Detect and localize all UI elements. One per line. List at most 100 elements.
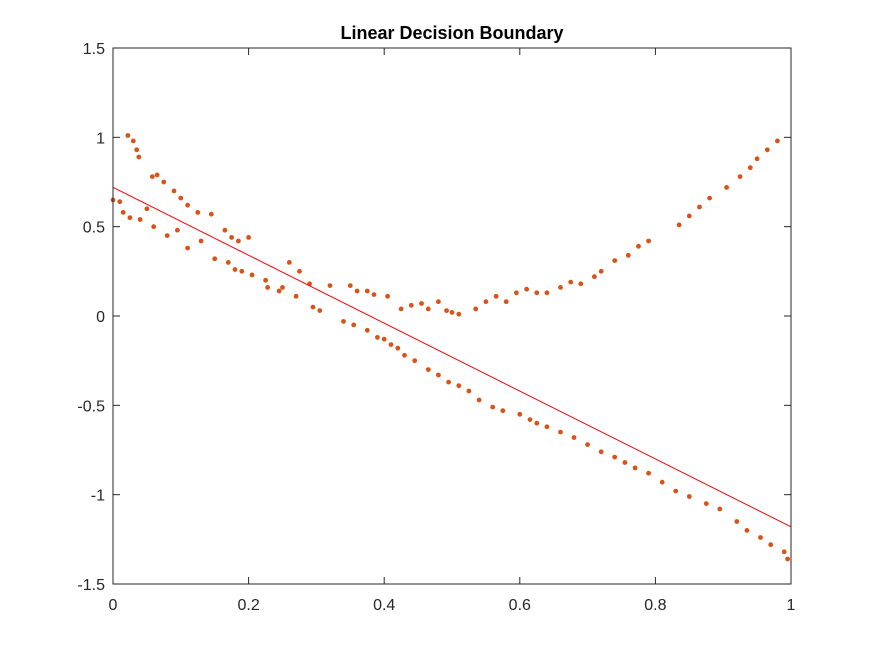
data-point: [483, 299, 489, 305]
x-axis-ticks: 0 0.2 0.4 0.6 0.8 1: [109, 48, 796, 614]
data-point: [764, 147, 770, 153]
data-point: [503, 299, 509, 305]
data-point: [632, 465, 638, 471]
data-point: [198, 238, 204, 244]
data-point: [612, 454, 618, 460]
data-point: [527, 417, 533, 422]
data-point: [185, 245, 191, 251]
data-point: [388, 342, 394, 347]
data-point: [444, 308, 449, 313]
data-point: [578, 281, 584, 287]
data-point: [544, 290, 550, 296]
data-point: [419, 301, 424, 306]
data-point: [724, 185, 729, 190]
data-point: [246, 235, 252, 240]
data-point: [544, 424, 550, 430]
data-point: [768, 542, 774, 548]
data-point: [568, 279, 574, 285]
data-point: [636, 243, 641, 249]
data-point: [354, 288, 360, 294]
data-point: [425, 306, 431, 312]
x-tick-label: 0.8: [644, 597, 666, 614]
data-point: [171, 188, 177, 194]
data-point: [161, 179, 167, 185]
data-point: [646, 470, 651, 476]
x-tick-label: 0: [109, 597, 118, 614]
y-tick-label: -0.5: [77, 398, 105, 415]
data-point: [375, 335, 380, 340]
data-point: [758, 535, 763, 540]
y-axis-ticks: -1.5 -1 -0.5 0 0.5 1 1.5: [77, 41, 791, 594]
data-point: [317, 308, 323, 313]
data-point: [151, 224, 157, 230]
data-point: [686, 213, 692, 219]
data-point: [646, 238, 651, 244]
data-point: [625, 252, 631, 258]
decision-boundary-layer: [112, 186, 792, 528]
data-point: [476, 397, 482, 403]
data-point: [775, 138, 780, 144]
data-point: [717, 506, 723, 512]
data-point: [466, 388, 472, 394]
x-tick-label: 0.6: [509, 597, 531, 614]
data-point: [134, 147, 140, 153]
data-point: [120, 210, 126, 215]
data-point: [195, 210, 201, 215]
data-point: [697, 204, 702, 210]
data-point: [127, 215, 133, 221]
y-tick-label: -1.5: [77, 577, 105, 594]
data-point: [425, 367, 431, 372]
data-point: [398, 306, 404, 312]
data-point: [351, 322, 357, 328]
data-point: [571, 435, 577, 440]
data-point: [164, 233, 170, 239]
data-point: [534, 420, 540, 426]
data-point: [222, 227, 228, 233]
data-point: [117, 199, 123, 205]
data-point: [149, 174, 155, 180]
data-point: [327, 283, 333, 288]
data-point: [385, 293, 390, 299]
data-point: [130, 138, 136, 144]
data-point: [364, 288, 370, 294]
data-point: [408, 302, 414, 308]
data-point: [534, 290, 540, 296]
data-point: [297, 268, 302, 274]
data-point: [364, 327, 370, 333]
data-point: [598, 268, 604, 274]
data-point: [598, 449, 604, 455]
data-point: [412, 358, 418, 364]
y-tick-label: 0: [96, 309, 105, 326]
data-point: [524, 286, 529, 292]
data-point: [612, 258, 618, 263]
data-point: [136, 154, 142, 160]
data-point: [265, 285, 270, 290]
data-point: [781, 549, 787, 555]
data-point: [737, 174, 743, 180]
data-point: [381, 336, 387, 342]
data-point: [185, 202, 191, 208]
data-point: [436, 299, 441, 305]
y-tick-label: 1.5: [83, 41, 105, 58]
data-point: [754, 156, 760, 162]
data-point: [558, 429, 563, 435]
data-point: [558, 285, 563, 290]
data-point: [707, 195, 712, 201]
data-point: [225, 260, 231, 265]
data-point: [212, 256, 218, 262]
x-tick-label: 0.2: [237, 597, 259, 614]
y-tick-label: 1: [96, 130, 105, 147]
data-point: [178, 195, 184, 201]
data-point: [144, 206, 150, 212]
data-point: [137, 217, 143, 222]
data-point: [232, 267, 238, 272]
data-point: [493, 293, 499, 299]
data-point: [473, 306, 479, 312]
data-point: [585, 442, 590, 447]
data-point: [175, 227, 180, 233]
data-marks: [110, 133, 790, 562]
data-point: [446, 379, 451, 385]
x-tick-label: 1: [787, 597, 796, 614]
data-point: [676, 222, 682, 228]
